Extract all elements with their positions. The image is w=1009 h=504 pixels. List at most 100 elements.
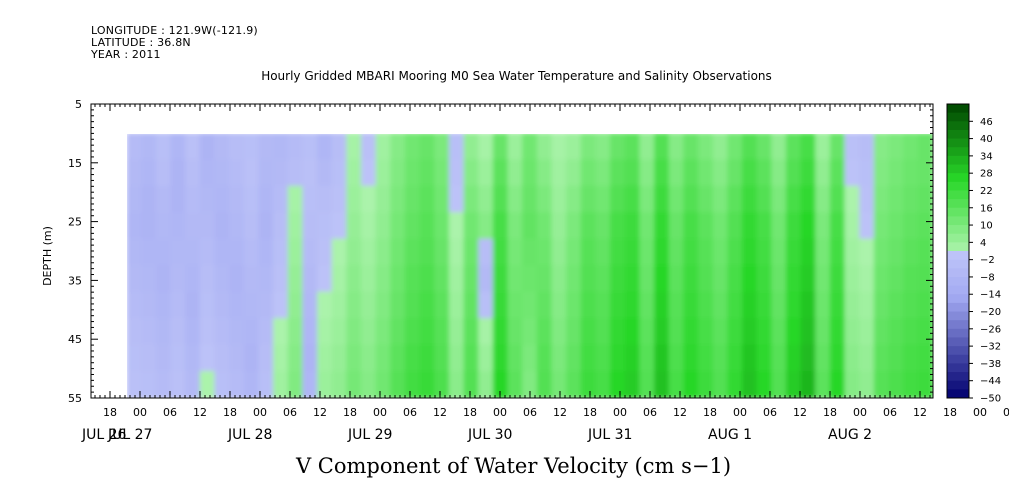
- heatmap-cell: [859, 318, 875, 346]
- heatmap-cell: [258, 159, 275, 187]
- heatmap-cell: [771, 318, 787, 346]
- heatmap-cell: [155, 134, 172, 161]
- heatmap-cell: [199, 291, 216, 320]
- heatmap-cell: [214, 265, 231, 293]
- heatmap-cell: [317, 344, 333, 373]
- heatmap-cell: [507, 185, 524, 214]
- heatmap-cell: [419, 159, 436, 187]
- heatmap-cell: [698, 318, 714, 346]
- y-tick-label: 25: [68, 216, 82, 229]
- heatmap-cell: [712, 185, 729, 214]
- heatmap-cell: [639, 371, 656, 398]
- colorbar-band: [947, 112, 969, 122]
- colorbar-label: −50: [980, 394, 1001, 405]
- x-hour-label: 00: [493, 406, 507, 419]
- colorbar-band: [947, 199, 969, 209]
- heatmap-cell: [302, 238, 318, 267]
- heatmap-cell: [815, 265, 831, 293]
- y-tick-label: 15: [68, 157, 82, 170]
- heatmap-cell: [229, 344, 245, 373]
- heatmap-cell: [698, 134, 714, 161]
- heatmap-cell: [815, 371, 831, 398]
- colorbar-band: [947, 147, 969, 157]
- heatmap-cell: [610, 159, 626, 187]
- heatmap-cell: [654, 134, 670, 161]
- x-hour-label: 18: [343, 406, 357, 419]
- heatmap-cell: [698, 238, 714, 267]
- colorbar-band: [947, 129, 969, 140]
- heatmap-cell: [917, 134, 933, 161]
- heatmap-cell: [683, 265, 700, 293]
- heatmap-cell: [683, 318, 700, 346]
- heatmap-cell: [463, 371, 480, 398]
- colorbar-band: [947, 346, 969, 356]
- x-hour-label: 18: [583, 406, 597, 419]
- heatmap-cell: [756, 265, 773, 293]
- x-hour-label: 00: [853, 406, 867, 419]
- heatmap-cell: [741, 159, 758, 187]
- heatmap-cell: [829, 318, 846, 346]
- heatmap-cell: [404, 344, 421, 373]
- heatmap-cell: [478, 238, 494, 267]
- heatmap-cell: [258, 344, 275, 373]
- heatmap-cell: [302, 212, 318, 240]
- heatmap-cell: [741, 212, 758, 240]
- heatmap-cell: [756, 344, 773, 373]
- colorbar-band: [947, 121, 969, 131]
- heatmap-cell: [595, 238, 612, 267]
- heatmap-cell: [404, 212, 421, 240]
- heatmap-cell: [873, 185, 890, 214]
- heatmap-cell: [185, 344, 201, 373]
- heatmap-cell: [536, 344, 553, 373]
- x-hour-label: 00: [613, 406, 627, 419]
- heatmap-cell: [859, 371, 875, 398]
- heatmap-cell: [639, 344, 656, 373]
- heatmap-cell: [727, 265, 743, 293]
- heatmap-cell: [859, 159, 875, 187]
- heatmap-cell: [903, 291, 919, 320]
- heatmap-cell: [243, 134, 260, 161]
- heatmap-cell: [419, 134, 436, 161]
- y-tick-label: 55: [68, 392, 82, 405]
- heatmap-cell: [610, 291, 626, 320]
- heatmap-cell: [155, 371, 172, 398]
- heatmap-cell: [610, 238, 626, 267]
- heatmap-cell: [141, 371, 157, 398]
- heatmap-cell: [756, 185, 773, 214]
- heatmap-cell: [888, 291, 905, 320]
- heatmap-cell: [917, 265, 933, 293]
- heatmap-cell: [873, 238, 890, 267]
- heatmap-cell: [580, 159, 597, 187]
- heatmap-cell: [360, 265, 377, 293]
- heatmap-cell: [127, 185, 143, 214]
- heatmap-cell: [566, 159, 582, 187]
- heatmap-cell: [258, 134, 275, 161]
- colorbar-band: [947, 242, 969, 252]
- heatmap-cell: [302, 134, 318, 161]
- heatmap-cell: [551, 265, 568, 293]
- heatmap-cell: [595, 371, 612, 398]
- heatmap-cell: [683, 212, 700, 240]
- heatmap-cell: [141, 265, 157, 293]
- heatmap-cell: [522, 212, 538, 240]
- heatmap-cell: [639, 265, 656, 293]
- heatmap-cell: [331, 134, 348, 161]
- heatmap-cell: [434, 212, 450, 240]
- colorbar-label: 46: [980, 117, 993, 128]
- colorbar-label: 40: [980, 134, 993, 145]
- heatmap-cell: [287, 318, 304, 346]
- heatmap-cell: [624, 238, 641, 267]
- heatmap-cell: [698, 371, 714, 398]
- heatmap-cell: [566, 291, 582, 320]
- heatmap-cell: [141, 238, 157, 267]
- heatmap-cell: [448, 238, 465, 267]
- heatmap-cell: [741, 344, 758, 373]
- heatmap-cell: [390, 185, 406, 214]
- heatmap-cell: [683, 185, 700, 214]
- heatmap-cell: [741, 371, 758, 398]
- heatmap-cell: [580, 344, 597, 373]
- heatmap-cell: [844, 185, 861, 214]
- heatmap-cell: [785, 371, 802, 398]
- heatmap-cell: [551, 159, 568, 187]
- heatmap-cell: [595, 344, 612, 373]
